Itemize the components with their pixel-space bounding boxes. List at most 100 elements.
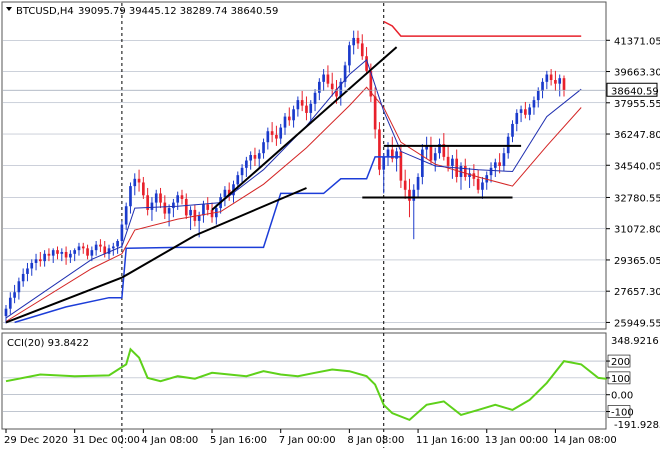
candle-body bbox=[425, 145, 428, 150]
candle-body bbox=[189, 209, 192, 216]
candle-body bbox=[429, 145, 433, 161]
candle-body bbox=[206, 204, 210, 210]
candle-body bbox=[69, 253, 72, 258]
candle-body bbox=[103, 246, 107, 254]
candle-body bbox=[279, 127, 283, 139]
candle-body bbox=[493, 162, 497, 168]
candle-body bbox=[60, 251, 64, 254]
candle-body bbox=[120, 224, 124, 242]
candle-body bbox=[528, 107, 531, 115]
candle-body bbox=[193, 209, 197, 221]
candle-body bbox=[416, 176, 420, 190]
cci-gridlines bbox=[3, 360, 605, 412]
candle-body bbox=[257, 153, 261, 159]
candle-body bbox=[300, 100, 304, 106]
candle-body bbox=[266, 131, 270, 143]
lower-channel-line bbox=[14, 156, 401, 324]
cci-level-label: 200 bbox=[611, 357, 630, 368]
price-tick-label: 29365.05 bbox=[614, 256, 660, 267]
candle-body bbox=[283, 116, 287, 128]
upper-channel-line bbox=[383, 20, 582, 37]
candle-body bbox=[270, 131, 274, 135]
price-tick-label: 31072.80 bbox=[614, 225, 660, 236]
time-tick-label: 5 Jan 16:00 bbox=[210, 435, 267, 446]
slow-moving-average-line bbox=[5, 86, 582, 322]
candle-body bbox=[524, 109, 527, 115]
price-tick-label: 36247.80 bbox=[614, 130, 660, 141]
price-tick-label: 39663.30 bbox=[614, 68, 660, 79]
candle-body bbox=[133, 178, 137, 187]
candle-body bbox=[515, 112, 519, 124]
candle-body bbox=[30, 262, 34, 269]
candle-body bbox=[99, 244, 102, 247]
trendline bbox=[5, 187, 307, 324]
candle-body bbox=[562, 78, 566, 91]
ohlc-values: 39095.79 39445.12 38289.74 38640.59 bbox=[78, 6, 278, 17]
candle-body bbox=[313, 92, 317, 104]
time-tick-label: 7 Jan 00:00 bbox=[279, 435, 336, 446]
candle-body bbox=[532, 100, 536, 108]
price-axis: 41371.05 39663.30 37955.55 36247.80 34540.05… bbox=[606, 36, 660, 329]
candle-body bbox=[549, 74, 553, 81]
candle-body bbox=[253, 155, 257, 159]
candle-body bbox=[13, 292, 16, 298]
candle-body bbox=[262, 142, 265, 154]
candle-body bbox=[541, 81, 544, 91]
candle-body bbox=[236, 175, 240, 185]
price-tick-label: 32780.55 bbox=[614, 193, 660, 204]
candle-body bbox=[558, 78, 562, 84]
chart-header: BTCUSD,H4 39095.79 39445.12 38289.74 386… bbox=[6, 6, 278, 17]
time-tick-label: 14 Jan 08:00 bbox=[553, 435, 616, 446]
cci-pane-frame bbox=[1, 332, 607, 430]
candle-body bbox=[142, 182, 145, 196]
time-tick-label: 4 Jan 08:00 bbox=[141, 435, 198, 446]
candle-body bbox=[86, 248, 89, 256]
candle-body bbox=[94, 244, 98, 251]
candle-body bbox=[43, 253, 46, 262]
candle-body bbox=[476, 178, 480, 190]
candle-body bbox=[365, 56, 368, 71]
candle-body bbox=[296, 100, 300, 110]
candle-body bbox=[150, 202, 154, 210]
symbol-dropdown-icon[interactable] bbox=[6, 7, 12, 11]
time-tick-label: 31 Dec 00:00 bbox=[73, 435, 140, 446]
candle-body bbox=[412, 189, 416, 201]
cci-level-label: -100 bbox=[611, 408, 634, 419]
candle-body bbox=[481, 182, 484, 190]
candle-body bbox=[433, 153, 437, 161]
candle-body bbox=[335, 89, 338, 97]
candle-body bbox=[536, 90, 540, 101]
candle-body bbox=[489, 167, 493, 176]
candle-body bbox=[519, 109, 523, 113]
candle-body bbox=[47, 253, 51, 256]
candle-body bbox=[275, 134, 278, 139]
candle-body bbox=[111, 246, 115, 249]
time-tick-label: 8 Jan 08:00 bbox=[347, 435, 404, 446]
overlay-lines bbox=[3, 20, 605, 324]
candle-body bbox=[343, 65, 347, 82]
candle-body bbox=[438, 144, 441, 154]
time-tick-label: 29 Dec 2020 bbox=[4, 435, 68, 446]
candle-body bbox=[322, 74, 325, 82]
candle-body bbox=[116, 241, 119, 247]
cci-axis: 200 100 0.00 -100 348.9216 -191.9285 bbox=[606, 336, 660, 431]
current-price-label: 38640.59 bbox=[611, 86, 659, 97]
candle-body bbox=[159, 193, 162, 203]
candle-body bbox=[395, 151, 398, 159]
candle-body bbox=[167, 208, 171, 214]
fast-moving-average-line bbox=[5, 59, 582, 319]
candle-body bbox=[403, 180, 407, 190]
price-tick-label: 41371.05 bbox=[614, 36, 660, 47]
candle-body bbox=[39, 259, 42, 262]
price-tick-label: 34540.05 bbox=[614, 161, 660, 172]
candle-body bbox=[468, 173, 471, 177]
cci-min-label: -191.9285 bbox=[614, 420, 660, 431]
candle-body bbox=[240, 167, 244, 176]
candle-body bbox=[511, 123, 514, 137]
cci-title: CCI(20) 93.8422 bbox=[7, 338, 89, 349]
candle-body bbox=[90, 250, 94, 256]
candle-body bbox=[163, 202, 167, 214]
candle-body bbox=[172, 202, 175, 209]
